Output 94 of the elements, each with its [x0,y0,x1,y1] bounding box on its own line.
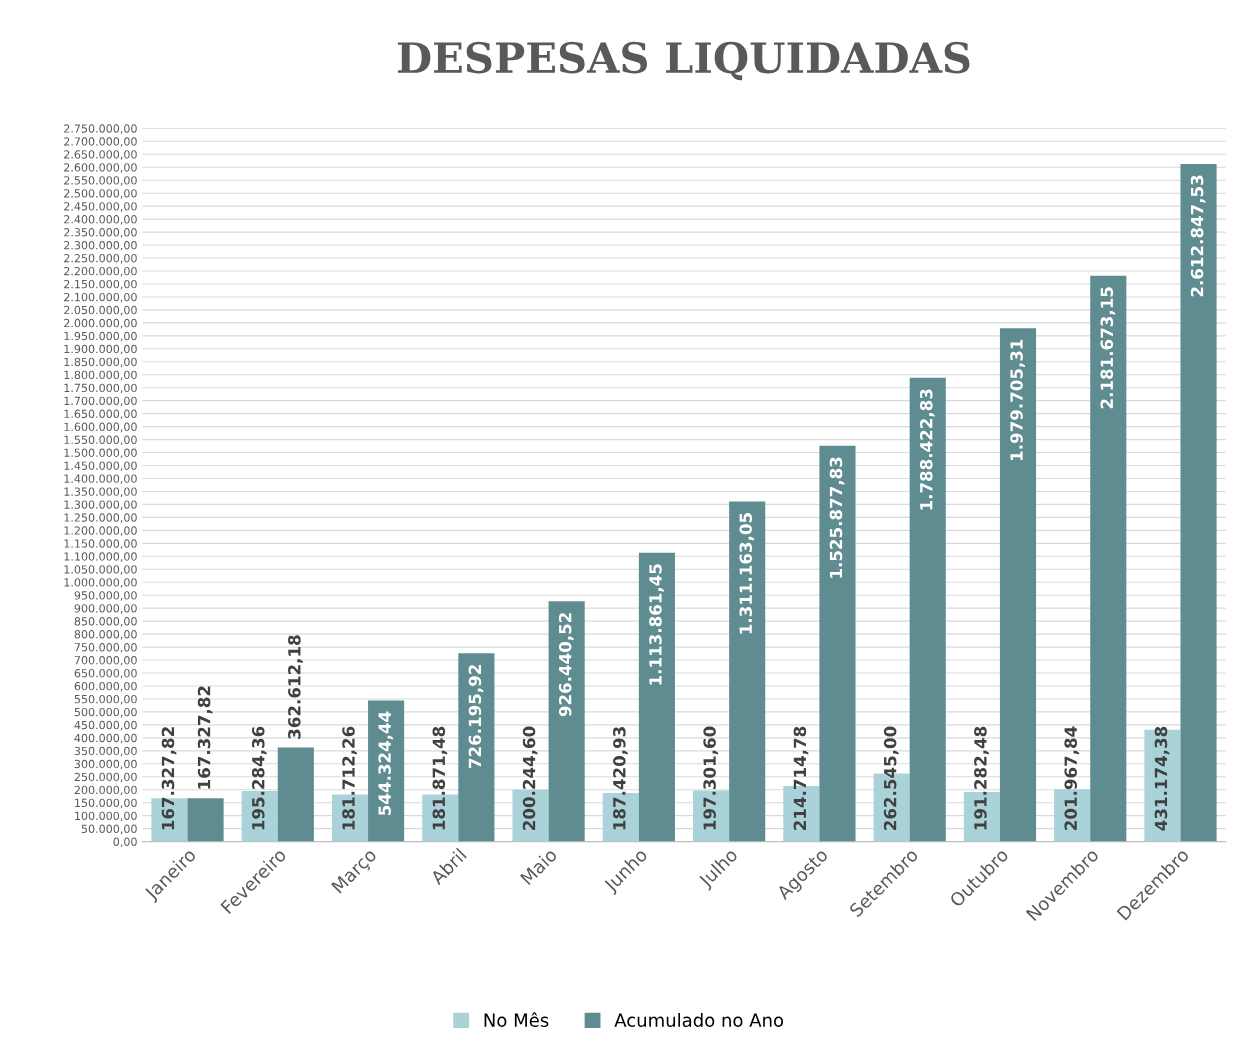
y-tick-label: 2.350.000,00 [64,228,137,238]
y-tick-label: 200.000,00 [74,785,137,796]
y-tick-label: 1.550.000,00 [64,435,137,446]
y-tick-label: 550.000,00 [74,694,137,705]
data-label: 181.871,48 [432,726,448,830]
legend-label: No Mês [484,1012,549,1027]
y-tick-label: 1.300.000,00 [64,500,137,510]
y-tick-label: 1.400.000,00 [64,474,137,484]
bar [909,377,946,842]
y-tick-label: 2.500.000,00 [64,189,137,199]
y-tick-label: 1.000.000,00 [64,578,137,588]
y-tick-label: 1.850.000,00 [64,357,137,368]
y-tick-label: 150.000,00 [75,798,137,809]
y-tick-label: 2.750.000,00 [64,124,137,134]
data-label: 201.967,84 [1064,726,1080,830]
y-tick-label: 50.000,00 [81,824,137,835]
y-tick-label: 2.150.000,00 [64,279,137,290]
bar [638,552,675,842]
data-label: 187.420,93 [613,727,628,830]
y-tick-label: 0,00 [113,837,137,848]
y-tick-label: 2.300.000,00 [64,241,137,251]
y-tick-label: 2.100.000,00 [64,292,137,303]
y-tick-label: 1.650.000,00 [64,409,137,420]
chart-title: DESPESAS LIQUIDADAS [397,41,970,81]
data-label: 1.113.861,45 [649,564,664,685]
data-label: 2.612.847,53 [1190,175,1206,297]
y-tick-label: 1.950.000,00 [64,331,137,342]
data-label: 214.714,78 [793,726,809,830]
y-tick-label: 650.000,00 [74,668,137,679]
data-label: 197.301,60 [703,726,719,830]
legend-label: Acumulado no Ano [614,1013,784,1027]
data-label: 262.545,00 [883,726,899,830]
y-tick-label: 250.000,00 [74,772,137,783]
y-tick-label: 2.250.000,00 [64,254,137,264]
y-tick-label: 1.200.000,00 [64,526,137,536]
y-tick-label: 2.000.000,00 [64,318,137,329]
y-tick-label: 950.000,00 [74,591,137,601]
y-tick-label: 2.050.000,00 [64,305,137,316]
y-tick-label: 1.350.000,00 [64,487,137,497]
y-tick-label: 2.600.000,00 [64,163,137,173]
y-tick-label: 1.050.000,00 [64,565,137,575]
y-tick-label: 1.250.000,00 [64,513,137,523]
data-label: 431.174,38 [1154,726,1170,831]
bar [1090,275,1127,842]
y-tick-label: 100.000,00 [75,811,137,822]
y-tick-label: 700.000,00 [74,656,137,666]
y-tick-label: 800.000,00 [74,630,137,640]
y-tick-label: 1.150.000,00 [64,539,137,549]
y-tick-label: 2.400.000,00 [64,215,137,225]
data-label: 362.612,18 [288,635,303,739]
y-tick-label: 600.000,00 [74,681,137,692]
data-label: 1.979.705,31 [1010,339,1025,460]
y-tick-label: 400.000,00 [74,733,137,744]
data-label: 1.788.422,83 [919,389,935,510]
y-tick-label: 2.650.000,00 [64,150,137,160]
y-tick-label: 900.000,00 [74,604,137,614]
data-label: 167.327,82 [161,727,177,830]
bar [458,653,495,842]
y-tick-label: 500.000,00 [74,707,137,718]
bar [277,747,314,842]
data-label: 926.440,52 [558,613,574,717]
y-tick-label: 2.550.000,00 [64,176,137,186]
data-label: 181.712,26 [342,726,357,830]
bar [729,501,766,842]
data-label: 200.244,60 [522,726,538,830]
data-label: 2.181.673,15 [1100,287,1116,409]
y-tick-label: 2.200.000,00 [64,266,137,277]
y-tick-label: 750.000,00 [74,643,137,653]
bar [819,445,856,842]
y-tick-label: 2.700.000,00 [64,137,137,147]
bar [999,328,1037,842]
y-tick-label: 1.700.000,00 [64,396,137,407]
y-tick-label: 1.450.000,00 [64,461,137,472]
y-tick-label: 350.000,00 [74,746,137,757]
bar [548,601,585,842]
data-label: 167.327,82 [197,686,213,789]
y-tick-label: 1.600.000,00 [64,422,137,433]
data-label: 1.311.163,05 [739,513,755,634]
y-tick-label: 850.000,00 [74,617,137,627]
data-label: 726.195,92 [468,665,484,768]
bar [1180,163,1217,842]
y-tick-label: 1.100.000,00 [64,552,137,562]
bar [187,798,224,842]
data-label: 191.282,48 [974,726,989,830]
data-label: 544.324,44 [378,711,394,815]
y-tick-label: 1.800.000,00 [64,370,137,381]
data-label: 1.525.877,83 [829,457,845,578]
y-tick-label: 2.450.000,00 [64,202,137,212]
data-label: 195.284,36 [251,726,267,830]
y-tick-label: 450.000,00 [74,720,137,731]
y-tick-label: 1.750.000,00 [64,383,137,394]
y-tick-label: 1.900.000,00 [64,344,137,355]
y-tick-label: 300.000,00 [74,759,137,770]
y-tick-label: 1.500.000,00 [64,448,137,459]
